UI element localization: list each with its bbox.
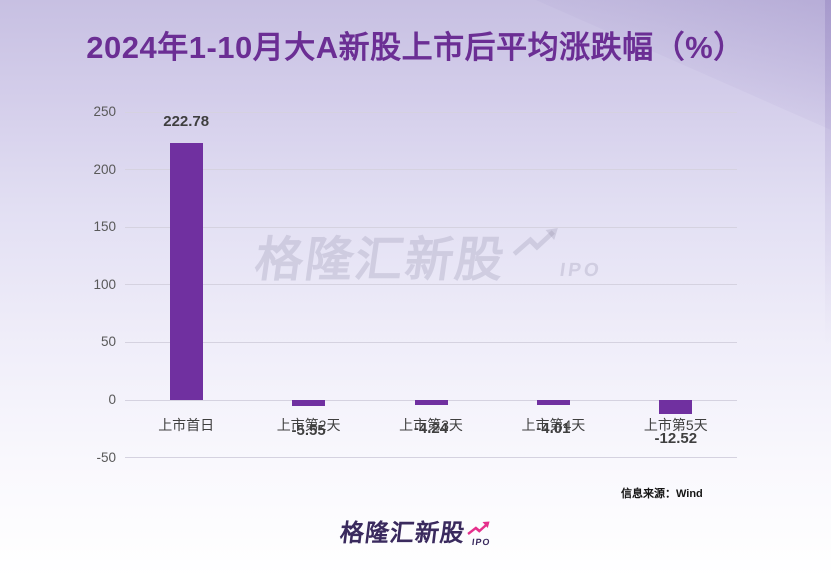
bar [659, 400, 693, 415]
value-label: -4.24 [413, 420, 449, 438]
watermark: 格隆汇新股 IPO [251, 226, 608, 287]
gridline [125, 284, 737, 286]
bar [536, 400, 570, 405]
watermark-text: 格隆汇新股 [251, 234, 510, 287]
y-tick-label: 0 [108, 392, 116, 407]
bar [414, 400, 448, 405]
category-label: 上市第3天 [399, 417, 463, 433]
category-label: 上市第4天 [521, 417, 586, 433]
y-tick-label: -50 [96, 449, 116, 465]
y-tick-label: 100 [93, 276, 116, 292]
value-label: -5.55 [291, 421, 326, 439]
bar [292, 400, 326, 407]
value-label: -4.01 [536, 420, 571, 438]
bar [169, 143, 203, 400]
brand-logo-text: 格隆汇新股 [338, 520, 467, 547]
gridline [125, 169, 737, 171]
y-tick-label: 150 [93, 219, 116, 235]
trend-arrow-icon [511, 226, 560, 263]
y-tick-label: 200 [93, 161, 116, 177]
watermark-suffix: IPO [558, 260, 604, 281]
category-label: 上市第5天 [643, 417, 708, 433]
y-tick-label: 250 [93, 104, 116, 119]
gridline [125, 457, 737, 459]
category-label: 上市首日 [158, 417, 215, 433]
value-label: -12.52 [654, 429, 698, 447]
source-note: 信息来源：Wind [621, 488, 703, 500]
brand-logo-inner: 格隆汇新股 IPO [338, 520, 493, 547]
value-label: 222.78 [163, 113, 210, 131]
brand-logo-suffix: IPO [471, 537, 491, 547]
trend-arrow-icon [467, 521, 490, 535]
brand-logo: 格隆汇新股 IPO [0, 520, 831, 547]
gridline [125, 341, 737, 343]
brand-logo-tail: IPO [465, 521, 493, 547]
category-label: 上市第2天 [276, 417, 341, 433]
page-title: 2024年1-10月大A新股上市后平均涨跌幅（%） [86, 30, 745, 65]
gridline [125, 226, 737, 228]
y-tick-label: 50 [100, 334, 116, 350]
gridline [125, 111, 737, 113]
